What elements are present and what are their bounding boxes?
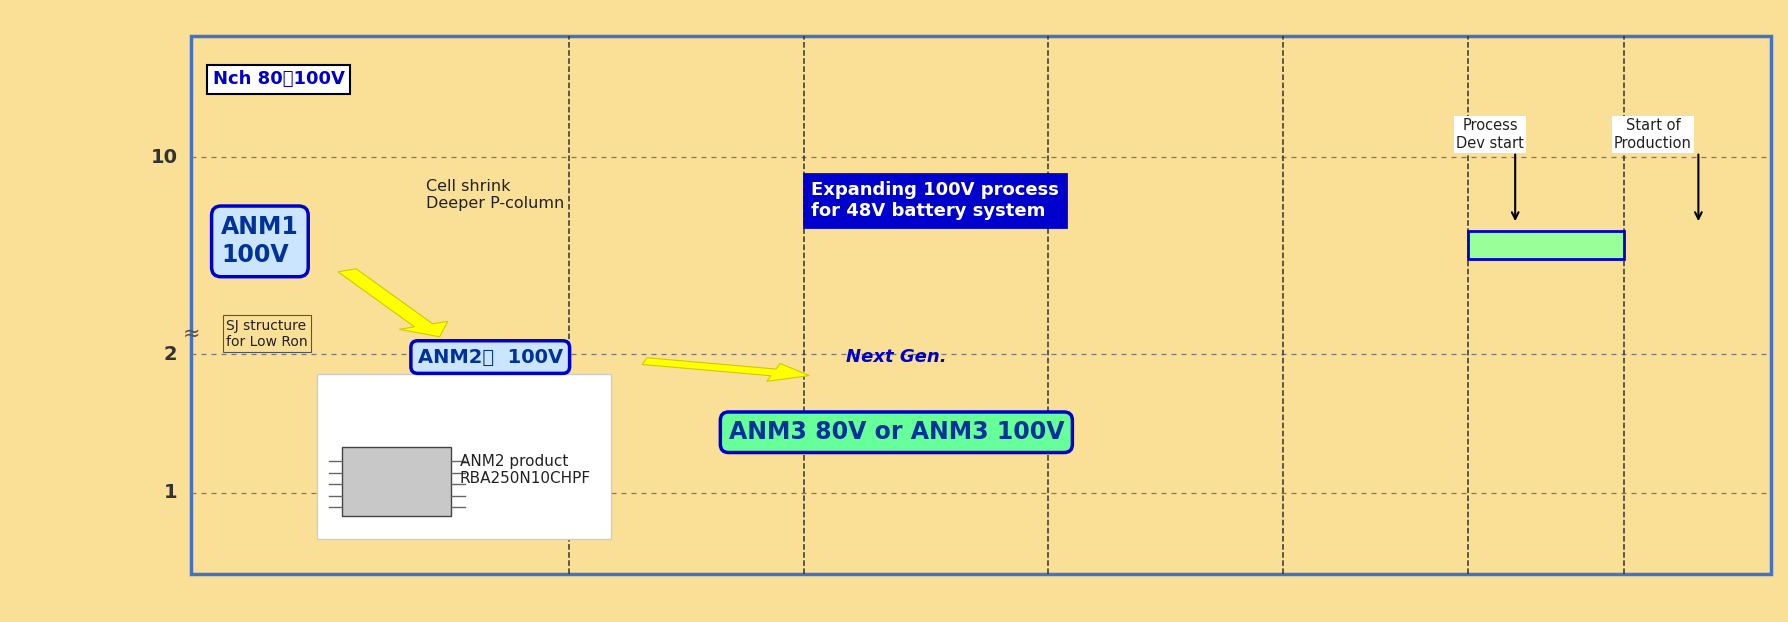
Text: Nch 80～100V: Nch 80～100V: [213, 70, 345, 88]
FancyBboxPatch shape: [342, 447, 451, 516]
Text: Start of
Production: Start of Production: [1615, 118, 1691, 151]
Text: ANM2，  100V: ANM2， 100V: [418, 348, 563, 366]
Text: Next Gen.: Next Gen.: [846, 348, 948, 366]
FancyBboxPatch shape: [191, 36, 1770, 574]
Text: Cell shrink
Deeper P-column: Cell shrink Deeper P-column: [426, 179, 565, 211]
FancyBboxPatch shape: [1468, 231, 1625, 259]
FancyArrow shape: [338, 269, 447, 337]
Text: 1: 1: [164, 483, 177, 503]
FancyArrow shape: [642, 358, 810, 381]
FancyBboxPatch shape: [316, 374, 611, 539]
Text: ANM2 product
RBA250N10CHPF: ANM2 product RBA250N10CHPF: [460, 453, 590, 486]
Text: 2: 2: [164, 345, 177, 364]
Text: Process
Dev start: Process Dev start: [1455, 118, 1523, 151]
Text: 10: 10: [150, 148, 177, 167]
Text: Expanding 100V process
for 48V battery system: Expanding 100V process for 48V battery s…: [812, 182, 1058, 220]
Text: ≈: ≈: [182, 324, 200, 344]
Text: ANM3 80V or ANM3 100V: ANM3 80V or ANM3 100V: [730, 420, 1064, 444]
Text: ANM1
100V: ANM1 100V: [222, 215, 299, 267]
Text: SJ structure
for Low Ron: SJ structure for Low Ron: [225, 319, 308, 349]
